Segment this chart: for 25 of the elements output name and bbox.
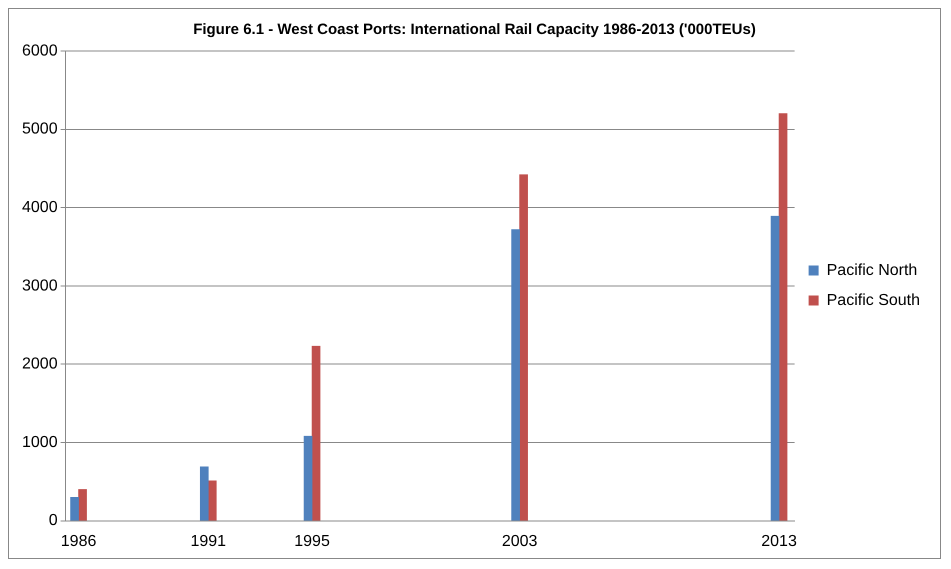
x-tick-label: 2003 <box>502 532 538 550</box>
x-tick-label: 1995 <box>294 532 330 550</box>
bar <box>78 489 87 521</box>
legend-label: Pacific North <box>826 262 918 279</box>
legend-label: Pacific South <box>826 292 920 309</box>
bar <box>312 346 320 521</box>
bar <box>200 466 209 521</box>
y-tick-label: 0 <box>48 512 58 530</box>
y-tick-label: 2000 <box>22 356 58 373</box>
y-tick-label: 5000 <box>22 120 58 138</box>
x-tick-label: 2013 <box>761 532 797 550</box>
bar <box>70 496 79 521</box>
bar <box>511 229 520 521</box>
bar <box>304 436 312 521</box>
y-tick-label: 1000 <box>22 434 58 451</box>
bar <box>770 216 780 521</box>
bar <box>778 113 788 521</box>
y-tick-label: 6000 <box>22 42 58 60</box>
bar <box>208 480 217 521</box>
x-tick-label: 1991 <box>190 532 226 550</box>
x-tick-label: 1986 <box>60 532 96 550</box>
bar <box>519 174 528 521</box>
y-tick-label: 4000 <box>22 199 58 216</box>
chart-title: Figure 6.1 - West Coast Ports: International Rail Capacity 1986-2013 ('000TEUs) <box>193 21 756 38</box>
y-tick-label: 3000 <box>22 277 58 294</box>
